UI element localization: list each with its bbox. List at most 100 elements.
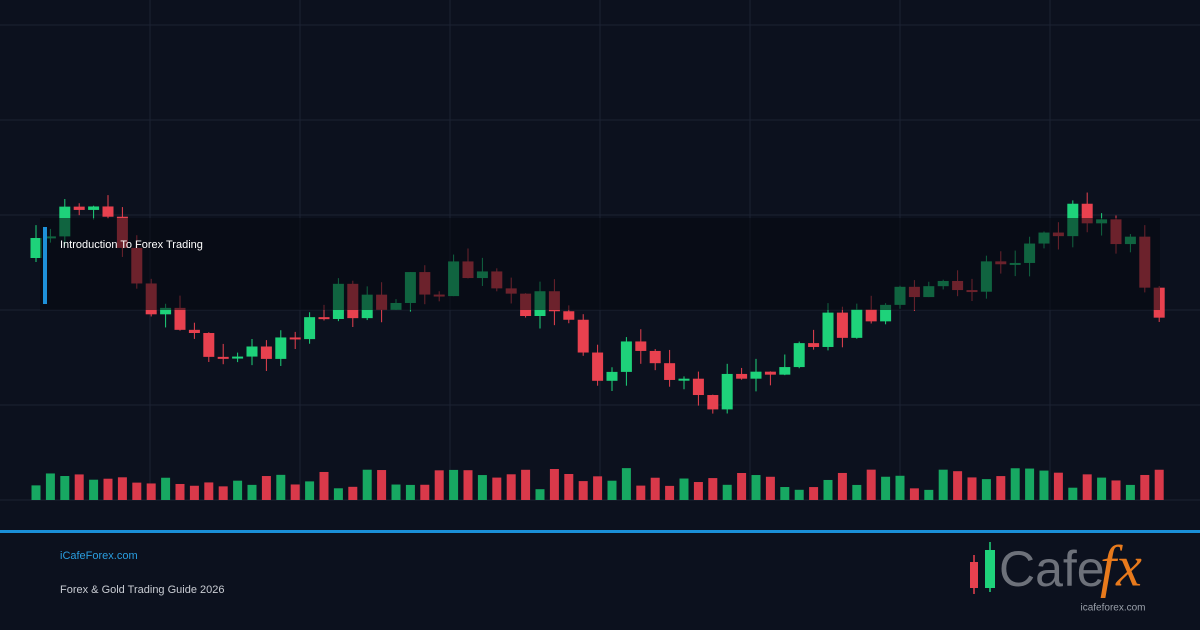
volume-bar [60, 476, 70, 500]
volume-bar [708, 478, 718, 500]
candle-body [188, 329, 200, 334]
logo-accent: fx [1100, 533, 1142, 598]
volume-bar [1039, 470, 1049, 500]
candle-body [174, 307, 186, 330]
volume-bar [549, 469, 559, 500]
title-overlay [40, 218, 1160, 310]
volume-bar [967, 477, 977, 500]
volume-bar [362, 469, 372, 500]
volume-bar [737, 472, 747, 500]
volume-bar [938, 469, 948, 500]
candle-body [620, 341, 632, 372]
volume-bar [1140, 474, 1150, 500]
volume-bar [794, 489, 804, 500]
volume-bar [578, 481, 588, 500]
candle-body [304, 317, 316, 340]
candle-body [635, 341, 647, 351]
divider [0, 530, 1200, 533]
volume-bar [852, 484, 862, 500]
volume-bar [319, 471, 329, 500]
candle-body [203, 333, 215, 357]
volume-bar [621, 468, 631, 500]
volume-bar [189, 485, 199, 500]
volume-bar [722, 484, 732, 500]
volume-bar [117, 477, 127, 500]
candle-body [851, 309, 863, 338]
candle-body [678, 378, 690, 381]
volume-bar [1111, 480, 1121, 500]
volume-bar [981, 479, 991, 500]
volume-bar [405, 484, 415, 500]
candle-body [880, 304, 892, 322]
volume-bar [261, 476, 271, 500]
candle-body [217, 356, 229, 359]
volume-bar [247, 484, 257, 500]
subtitle: Forex & Gold Trading Guide 2026 [60, 584, 224, 596]
volume-bar [233, 480, 243, 500]
candle-body [246, 346, 258, 357]
volume-bar [693, 482, 703, 500]
candle-body [736, 373, 748, 379]
volume-bar [31, 485, 41, 500]
volume-bar [333, 488, 343, 500]
volume-bar [420, 484, 430, 500]
volume-bar [1068, 487, 1078, 500]
volume-bar [449, 469, 459, 500]
candle-body [102, 206, 114, 217]
volume-bar [953, 471, 963, 500]
candle-body [692, 378, 704, 396]
volume-bar [161, 477, 171, 500]
candle-body [664, 363, 676, 380]
volume-bar [132, 482, 142, 500]
volume-bar [593, 476, 603, 500]
volume-bar [74, 474, 84, 500]
candle-body [73, 206, 85, 210]
logo-icon [970, 542, 995, 594]
title-accent-bar [43, 227, 47, 304]
volume-bar [1010, 468, 1020, 500]
volume-bar [434, 470, 444, 500]
volume-bar [1097, 477, 1107, 500]
volume-bar [521, 469, 531, 500]
volume-bar [909, 488, 919, 500]
volume-bar [809, 487, 819, 500]
logo-url: icafeforex.com [1080, 603, 1145, 614]
volume-bar [175, 483, 185, 500]
candle-body [260, 346, 272, 359]
volume-bar [751, 475, 761, 500]
site-name: iCafeForex.com [60, 550, 138, 562]
volume-bar [1025, 468, 1035, 500]
volume-bar [607, 480, 617, 500]
logo: Cafe fx icafeforex.com [970, 533, 1146, 614]
volume-bar [636, 485, 646, 500]
candle-body [865, 309, 877, 322]
volume-bar [1125, 484, 1135, 500]
volume-bar [895, 475, 905, 500]
candle-body [289, 337, 301, 340]
candle-body [836, 312, 848, 338]
volume-bar [276, 474, 286, 500]
volume-bar [89, 479, 99, 500]
volume-bar [506, 474, 516, 500]
volume-bar [1154, 469, 1164, 500]
volume-bar [881, 476, 891, 500]
candle-body [88, 206, 100, 210]
volume-bar [1082, 474, 1092, 500]
logo-word: Cafe [999, 541, 1105, 597]
volume-bar [780, 487, 790, 500]
volume-bar [348, 486, 358, 500]
candle-body [318, 317, 330, 320]
volume-bar [1053, 472, 1063, 500]
volume-bar [218, 486, 228, 500]
candle-body [750, 371, 762, 379]
candle-body [1081, 203, 1093, 224]
volume-bar [924, 489, 934, 500]
volume-bar [679, 478, 689, 500]
volume-bar [823, 479, 833, 500]
title: Introduction To Forex Trading [60, 239, 203, 251]
candle-body [822, 312, 834, 347]
volume-bar [564, 473, 574, 500]
candle-body [721, 373, 733, 410]
volume-bar [650, 477, 660, 500]
volume-bar [290, 484, 300, 500]
